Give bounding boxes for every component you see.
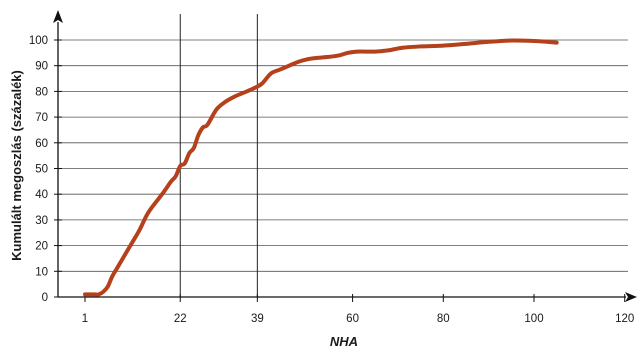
y-tick-label: 30 [35, 215, 48, 227]
series [83, 38, 559, 297]
x-ticks: 1 22 39 60 80 100 120 [82, 294, 634, 325]
x-tick-label: 60 [346, 313, 359, 325]
x-tick-label: 39 [251, 313, 264, 325]
x-axis-title: NHA [330, 334, 358, 349]
gridlines [58, 39, 628, 272]
y-tick-label: 60 [35, 138, 48, 150]
y-axis-arrow [53, 10, 63, 23]
y-tick-label: 90 [35, 61, 48, 73]
x-tick-label: 100 [524, 313, 543, 325]
y-tick-label: 40 [35, 189, 48, 201]
y-tick-label: 100 [29, 35, 48, 47]
y-tick-label: 20 [35, 241, 48, 253]
x-tick-label: 80 [437, 313, 450, 325]
y-axis-title: Kumulált megoszlás (százalék) [9, 70, 24, 261]
reference-lines [179, 14, 258, 297]
x-tick-label: 120 [615, 313, 634, 325]
y-tick-label: 0 [42, 292, 48, 304]
y-tick-label: 10 [35, 266, 48, 278]
series-line [83, 38, 559, 297]
y-tick-label: 80 [35, 86, 48, 98]
y-tick-label: 70 [35, 112, 48, 124]
axes [53, 10, 637, 302]
x-axis-arrow [625, 292, 637, 302]
x-tick-label: 1 [82, 313, 88, 325]
y-tick-label: 50 [35, 164, 48, 176]
x-tick-label: 22 [174, 313, 187, 325]
y-ticks: 0 10 20 30 40 50 60 70 80 90 100 [29, 35, 62, 304]
